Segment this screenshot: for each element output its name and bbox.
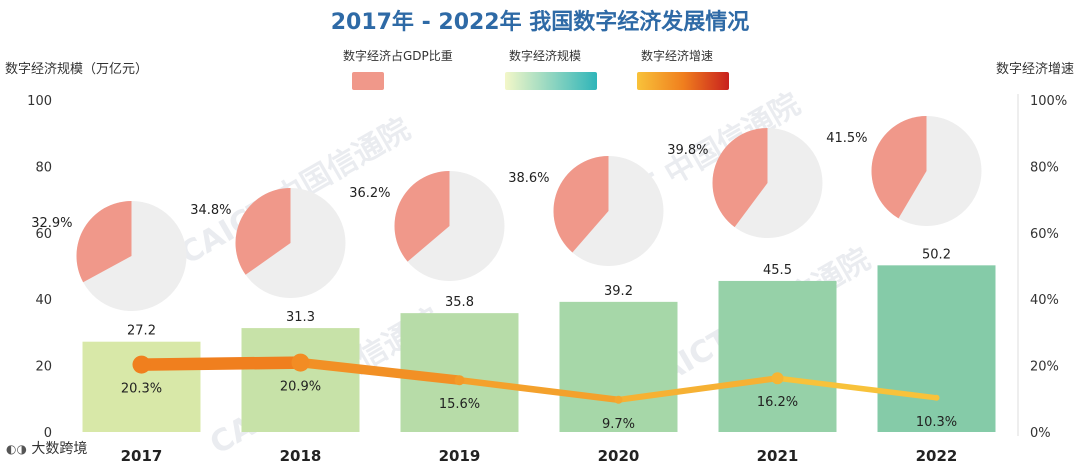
growth-point-2021	[771, 372, 784, 385]
y2-tick-label: 0%	[1030, 426, 1051, 441]
x-tick-label: 2018	[280, 447, 322, 465]
growth-point-2019	[454, 375, 465, 386]
bar-value-label: 39.2	[604, 284, 633, 299]
bar-2018	[241, 328, 360, 432]
y-tick-label: 80	[35, 160, 52, 175]
pie-value-label: 36.2%	[349, 186, 390, 201]
legend-gdp-share-label: 数字经济占GDP比重	[343, 49, 453, 63]
bar-value-label: 35.8	[445, 295, 474, 310]
y-tick-label: 60	[35, 227, 52, 242]
legend-growth-label: 数字经济增速	[641, 49, 714, 63]
pie-value-label: 39.8%	[667, 143, 708, 158]
bar-value-label: 45.5	[763, 263, 792, 278]
growth-line-segment	[615, 375, 781, 403]
pie-slice-2020	[553, 156, 609, 253]
growth-value-label: 20.9%	[280, 380, 321, 395]
growth-line-segment	[135, 356, 307, 371]
legend-gdp-share-swatch	[352, 72, 384, 90]
growth-value-label: 9.7%	[602, 417, 635, 432]
growth-line-segment	[456, 376, 622, 404]
chart-title: 2017年 - 2022年 我国数字经济发展情况	[330, 10, 750, 35]
growth-point-2020	[614, 395, 623, 404]
right-axis-label: 数字经济增速	[995, 62, 1074, 77]
legend-growth-swatch	[637, 72, 729, 90]
y2-tick-label: 20%	[1030, 360, 1059, 375]
y-tick-label: 20	[35, 360, 52, 375]
bar-value-label: 31.3	[286, 310, 315, 325]
growth-point-2022	[933, 394, 940, 401]
source-mark-text: 大数跨境	[31, 441, 88, 457]
x-tick-label: 2017	[121, 447, 163, 465]
growth-point-2017	[132, 355, 151, 374]
x-tick-label: 2019	[439, 447, 481, 465]
y-tick-label: 100	[27, 94, 52, 109]
pie-value-label: 32.9%	[31, 216, 72, 231]
bar-value-label: 27.2	[127, 324, 156, 339]
growth-value-label: 16.2%	[757, 395, 798, 410]
legend-scale-label: 数字经济规模	[509, 49, 582, 63]
pie-slice-2018	[235, 187, 291, 275]
bar-2021	[718, 280, 837, 432]
pie-slice-2021	[712, 128, 768, 228]
pie-slice-2022	[871, 116, 927, 219]
growth-value-label: 10.3%	[916, 415, 957, 430]
bar-2020	[559, 301, 678, 432]
legend-scale-swatch	[505, 72, 597, 90]
bar-value-label: 50.2	[922, 247, 951, 262]
y-tick-label: 40	[35, 293, 52, 308]
x-tick-label: 2020	[598, 447, 640, 465]
pie-value-label: 41.5%	[826, 131, 867, 146]
pie-slice-2017	[76, 201, 132, 283]
pie-value-label: 38.6%	[508, 171, 549, 186]
source-mark-icon: ◐◑	[6, 442, 27, 456]
growth-line-segment	[774, 375, 940, 401]
y2-tick-label: 40%	[1030, 293, 1059, 308]
y2-tick-label: 60%	[1030, 227, 1059, 242]
growth-line-segment	[295, 357, 465, 385]
pie-slice-2019	[394, 171, 450, 262]
growth-point-2018	[291, 353, 310, 372]
bar-2022	[877, 265, 996, 432]
y-tick-label: 0	[44, 426, 52, 441]
left-axis-label: 数字经济规模（万亿元）	[5, 62, 149, 77]
y2-tick-label: 80%	[1030, 160, 1059, 175]
x-tick-label: 2021	[757, 447, 799, 465]
growth-value-label: 20.3%	[121, 382, 162, 397]
x-tick-label: 2022	[916, 447, 958, 465]
y2-tick-label: 100%	[1030, 94, 1067, 109]
source-mark: ◐◑ 大数跨境	[6, 438, 87, 458]
pie-value-label: 34.8%	[190, 203, 231, 218]
growth-value-label: 15.6%	[439, 397, 480, 412]
